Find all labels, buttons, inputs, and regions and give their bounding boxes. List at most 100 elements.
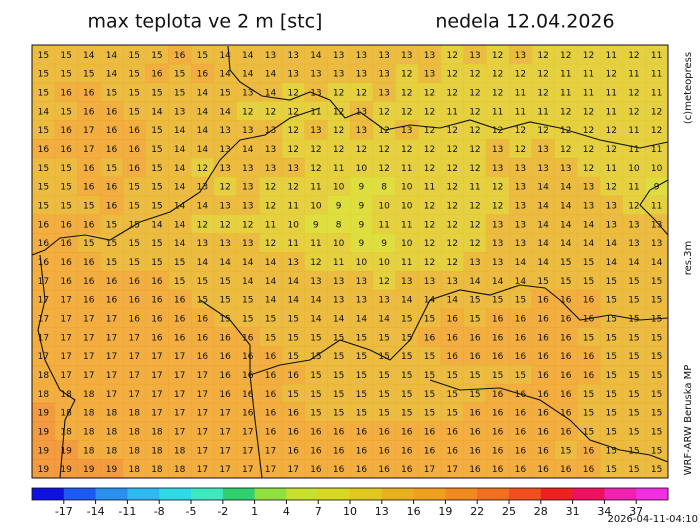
grid-value: 12	[401, 89, 412, 99]
grid-cell	[509, 383, 533, 404]
grid-value: 10	[401, 239, 413, 249]
grid-value: 15	[560, 446, 571, 456]
grid-value: 16	[242, 333, 254, 343]
grid-value: 14	[151, 220, 163, 230]
grid-value: 16	[60, 89, 72, 99]
grid-value: 15	[401, 371, 412, 381]
grid-value: 15	[128, 239, 139, 249]
grid-cell	[327, 252, 351, 272]
grid-value: 12	[197, 164, 208, 174]
resolution-label: res.3m	[683, 241, 694, 276]
map-date: nedela 12.04.2026	[435, 11, 614, 33]
grid-value: 17	[151, 409, 162, 419]
grid-value: 16	[174, 296, 186, 306]
grid-cell	[599, 289, 624, 310]
grid-cell	[77, 45, 101, 65]
grid-value: 17	[219, 427, 230, 437]
grid-cell	[350, 308, 374, 328]
grid-cell	[259, 270, 283, 291]
grid-cell	[236, 346, 260, 366]
grid-value: 15	[401, 390, 412, 400]
grid-value: 12	[265, 183, 276, 193]
grid-cell	[213, 101, 237, 121]
grid-cell	[622, 63, 646, 84]
grid-cell	[622, 459, 646, 479]
grid-value: 15	[583, 427, 594, 437]
grid-cell	[54, 289, 78, 310]
grid-value: 13	[651, 220, 662, 230]
grid-cell	[577, 383, 601, 404]
grid-cell	[531, 139, 555, 159]
grid-value: 15	[333, 390, 344, 400]
grid-cell	[463, 63, 487, 84]
grid-cell	[486, 101, 510, 121]
grid-cell	[372, 365, 396, 385]
grid-value: 15	[583, 258, 594, 268]
grid-value: 8	[381, 183, 387, 193]
grid-cell	[122, 459, 147, 479]
grid-cell	[418, 365, 442, 385]
grid-value: 15	[60, 51, 71, 61]
grid-value: 17	[106, 352, 117, 362]
grid-value: 17	[174, 352, 185, 362]
grid-cell	[236, 45, 260, 65]
grid-cell	[191, 459, 215, 479]
colorbar-tick-label: 31	[566, 505, 580, 518]
grid-value: 12	[446, 70, 457, 80]
grid-value: 12	[469, 220, 480, 230]
grid-value: 12	[469, 239, 480, 249]
grid-value: 15	[378, 390, 389, 400]
grid-cell	[122, 195, 147, 215]
grid-value: 15	[628, 277, 639, 287]
grid-value: 19	[38, 427, 50, 437]
grid-cell	[32, 176, 56, 197]
grid-value: 12	[310, 164, 321, 174]
grid-cell	[327, 308, 351, 328]
grid-value: 12	[446, 202, 457, 212]
grid-cell	[191, 63, 215, 84]
model-label: WRF-ARW Beruska MP	[683, 365, 694, 476]
grid-value: 15	[38, 89, 49, 99]
grid-cell	[577, 63, 601, 84]
grid-cell	[327, 63, 351, 84]
border-line	[37, 254, 76, 479]
grid-cell	[168, 289, 192, 310]
grid-value: 10	[651, 164, 663, 174]
grid-cell	[168, 139, 192, 159]
grid-value: 14	[537, 202, 549, 212]
grid-cell	[77, 101, 101, 121]
grid-cell	[281, 195, 306, 215]
grid-value: 15	[446, 409, 457, 419]
grid-cell	[281, 365, 306, 385]
grid-cell	[645, 233, 669, 253]
grid-cell	[509, 233, 533, 253]
grid-cell	[554, 195, 578, 215]
grid-value: 14	[242, 145, 254, 155]
grid-value: 16	[151, 333, 163, 343]
grid-value: 16	[469, 409, 481, 419]
grid-value: 9	[654, 183, 660, 193]
grid-value: 11	[628, 126, 639, 136]
grid-cell	[281, 214, 306, 234]
grid-value: 11	[333, 258, 344, 268]
grid-cell	[531, 421, 555, 441]
grid-value: 12	[424, 126, 435, 136]
grid-value: 13	[515, 164, 526, 174]
grid-cell	[509, 327, 533, 347]
grid-value: 15	[333, 352, 344, 362]
grid-value: 14	[401, 296, 413, 306]
grid-value: 16	[469, 427, 481, 437]
grid-cell	[213, 45, 237, 65]
grid-value: 19	[38, 446, 50, 456]
grid-cell	[622, 327, 646, 347]
grid-value: 12	[651, 107, 662, 117]
grid-value: 13	[310, 70, 321, 80]
grid-cell	[281, 440, 306, 460]
grid-value: 14	[174, 164, 186, 174]
grid-value: 16	[128, 314, 140, 324]
grid-value: 12	[583, 164, 594, 174]
grid-value: 17	[287, 465, 298, 475]
grid-value: 15	[605, 352, 616, 362]
grid-value: 13	[310, 277, 321, 287]
grid-cell	[577, 101, 601, 121]
